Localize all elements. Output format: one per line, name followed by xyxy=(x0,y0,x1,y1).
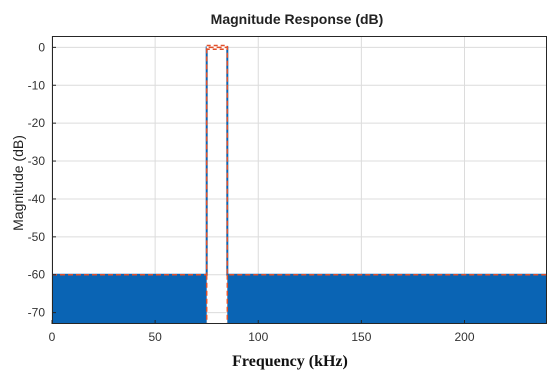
y-axis-ticks: 0 -10 -20 -30 -40 -50 -60 -70 xyxy=(28,40,56,320)
y-axis-label: Magnitude (dB) xyxy=(10,135,26,231)
x-tick-label: 50 xyxy=(148,330,162,344)
y-tick-label: -20 xyxy=(28,116,46,130)
stopband-fill xyxy=(227,274,547,324)
x-tick-label: 100 xyxy=(248,330,268,344)
y-tick-label: -40 xyxy=(28,192,46,206)
y-tick-label: -70 xyxy=(28,306,46,320)
x-tick-label: 200 xyxy=(454,330,474,344)
spec-mask-line xyxy=(52,46,547,276)
x-tick-label: 0 xyxy=(49,330,56,344)
y-tick-label: 0 xyxy=(38,40,45,54)
chart-title: Magnitude Response (dB) xyxy=(211,11,384,27)
x-axis-label: Frequency (kHz) xyxy=(232,353,348,370)
y-tick-label: -30 xyxy=(28,154,46,168)
series-layer xyxy=(52,44,547,324)
stopband-fill xyxy=(52,274,207,324)
y-tick-label: -50 xyxy=(28,230,46,244)
y-tick-label: -60 xyxy=(28,268,46,282)
grid-lines xyxy=(51,36,547,324)
x-tick-label: 150 xyxy=(351,330,371,344)
y-tick-label: -10 xyxy=(28,78,46,92)
x-axis-ticks: 0 50 100 150 200 xyxy=(49,320,475,344)
